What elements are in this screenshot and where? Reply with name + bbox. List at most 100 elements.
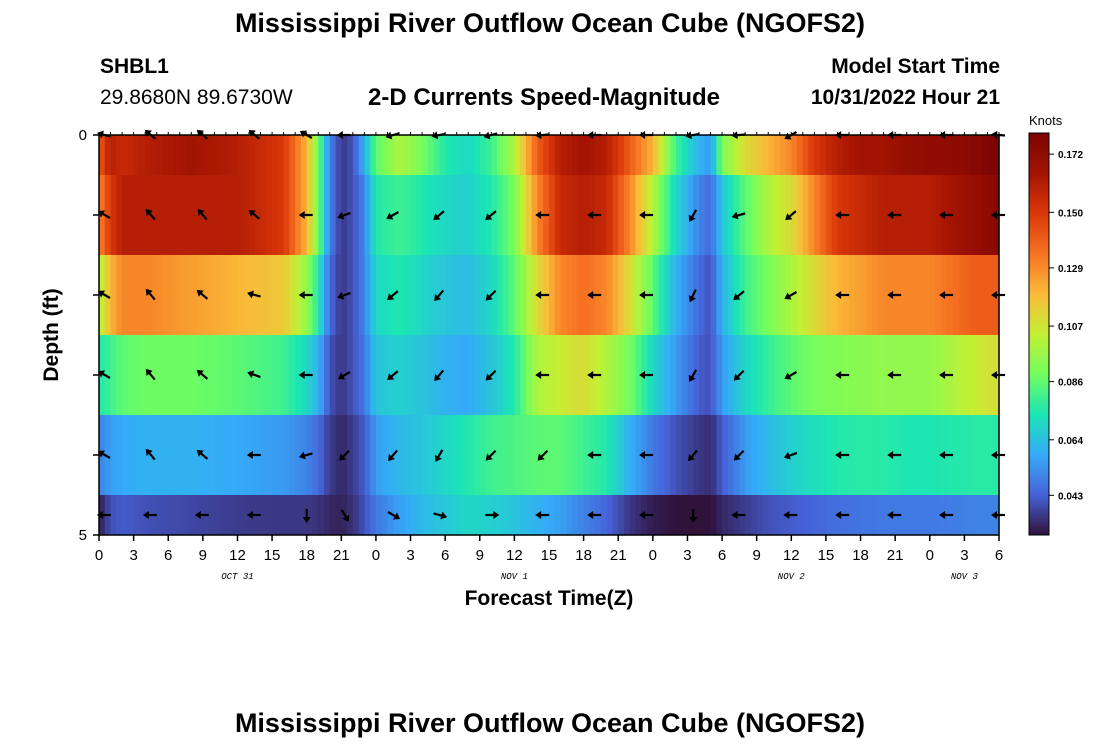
current-arrow xyxy=(887,291,902,299)
heatmap-cell xyxy=(508,415,515,495)
heatmap-cell xyxy=(525,135,533,175)
heatmap-cell xyxy=(964,175,971,255)
heatmap-cell xyxy=(422,495,429,535)
heatmap-cell xyxy=(156,335,164,415)
arrow-head xyxy=(733,373,741,381)
heatmap-cell xyxy=(272,335,279,415)
heatmap-cell xyxy=(895,135,902,175)
colorbar-tick-label: 0.043 xyxy=(1058,491,1083,502)
arrow-head xyxy=(145,368,153,377)
heatmap-cell xyxy=(866,335,873,415)
heatmap-cell xyxy=(802,335,810,415)
arrow-shaft xyxy=(736,449,745,458)
heatmap-cell xyxy=(583,175,590,255)
arrow-head xyxy=(434,293,442,302)
heatmap-cell xyxy=(814,415,821,495)
heatmap-cell xyxy=(554,335,562,415)
heatmap-cell xyxy=(508,135,515,175)
arrow-head xyxy=(887,291,894,299)
arrow-head xyxy=(731,211,739,220)
heatmap-cell xyxy=(860,175,867,255)
heatmap-cell xyxy=(808,135,815,175)
heatmap-cell xyxy=(335,135,342,175)
heatmap-cell xyxy=(756,415,764,495)
heatmap-cell xyxy=(329,335,337,415)
arrow-head xyxy=(196,369,204,377)
heatmap-cell xyxy=(289,495,296,535)
heatmap-cell xyxy=(924,495,931,535)
heatmap-cell xyxy=(122,495,129,535)
heatmap-cell xyxy=(185,495,192,535)
heatmap-cell xyxy=(468,255,475,335)
heatmap-cell xyxy=(272,255,279,335)
heatmap-cell xyxy=(485,135,492,175)
heatmap-cell xyxy=(324,175,331,255)
heatmap-cell xyxy=(197,335,204,415)
heatmap-cell xyxy=(750,495,758,535)
heatmap-cell xyxy=(358,415,365,495)
heatmap-cell xyxy=(658,175,665,255)
heatmap-cell xyxy=(324,495,331,535)
current-arrow xyxy=(639,451,654,459)
heatmap-cell xyxy=(381,135,389,175)
heatmap-cell xyxy=(704,415,712,495)
heatmap-cell xyxy=(814,135,821,175)
heatmap-cell xyxy=(335,495,342,535)
arrow-shaft xyxy=(340,509,348,519)
heatmap-cell xyxy=(381,495,389,535)
arrow-head xyxy=(688,374,696,382)
heatmap-cell xyxy=(912,175,919,255)
heatmap-cell xyxy=(133,135,140,175)
heatmap-cell xyxy=(156,415,164,495)
heatmap-cell xyxy=(364,415,371,495)
arrow-head xyxy=(939,291,946,299)
heatmap-cell xyxy=(422,175,429,255)
heatmap-cell xyxy=(283,135,290,175)
heatmap-cell xyxy=(295,495,302,535)
heatmap-cell xyxy=(670,495,677,535)
heatmap-cell xyxy=(681,175,689,255)
heatmap-cell xyxy=(750,415,758,495)
heatmap-cell xyxy=(687,495,694,535)
heatmap-cell xyxy=(122,175,129,255)
heatmap-cell xyxy=(531,335,539,415)
heatmap-cell xyxy=(439,135,446,175)
heatmap-cell xyxy=(520,495,527,535)
heatmap-cell xyxy=(393,135,400,175)
arrow-head xyxy=(887,451,894,459)
heatmap-cell xyxy=(116,175,123,255)
heatmap-cell xyxy=(947,135,954,175)
arrow-shaft xyxy=(788,451,798,458)
heatmap-cell xyxy=(347,135,354,175)
model-start-label: Model Start Time xyxy=(831,55,1000,78)
arrow-head xyxy=(298,211,305,219)
heatmap-cell xyxy=(652,415,660,495)
arrow-shaft xyxy=(147,132,157,140)
heatmap-cell xyxy=(877,175,885,255)
heatmap-cell xyxy=(179,335,187,415)
current-arrow xyxy=(298,451,313,460)
heatmap-cell xyxy=(497,335,504,415)
heatmap-cell xyxy=(416,415,423,495)
heatmap-cell xyxy=(768,415,775,495)
heatmap-cell xyxy=(208,495,215,535)
heatmap-cell xyxy=(283,415,290,495)
arrow-head xyxy=(939,371,946,379)
heatmap-cell xyxy=(450,495,458,535)
heatmap-cell xyxy=(277,135,285,175)
heatmap-cell xyxy=(433,175,440,255)
heatmap-cell xyxy=(479,415,487,495)
current-arrow xyxy=(688,449,698,462)
heatmap-cell xyxy=(156,135,164,175)
heatmap-cell xyxy=(762,415,769,495)
heatmap-cell xyxy=(912,135,919,175)
arrow-head xyxy=(785,213,793,221)
x-tick-label: 18 xyxy=(575,547,592,564)
heatmap-cell xyxy=(295,255,302,335)
current-arrow xyxy=(835,511,850,519)
heatmap-cell xyxy=(981,255,989,335)
heatmap-cell xyxy=(693,175,700,255)
heatmap-cell xyxy=(237,415,244,495)
heatmap-cell xyxy=(600,415,608,495)
heatmap-cell xyxy=(468,135,475,175)
